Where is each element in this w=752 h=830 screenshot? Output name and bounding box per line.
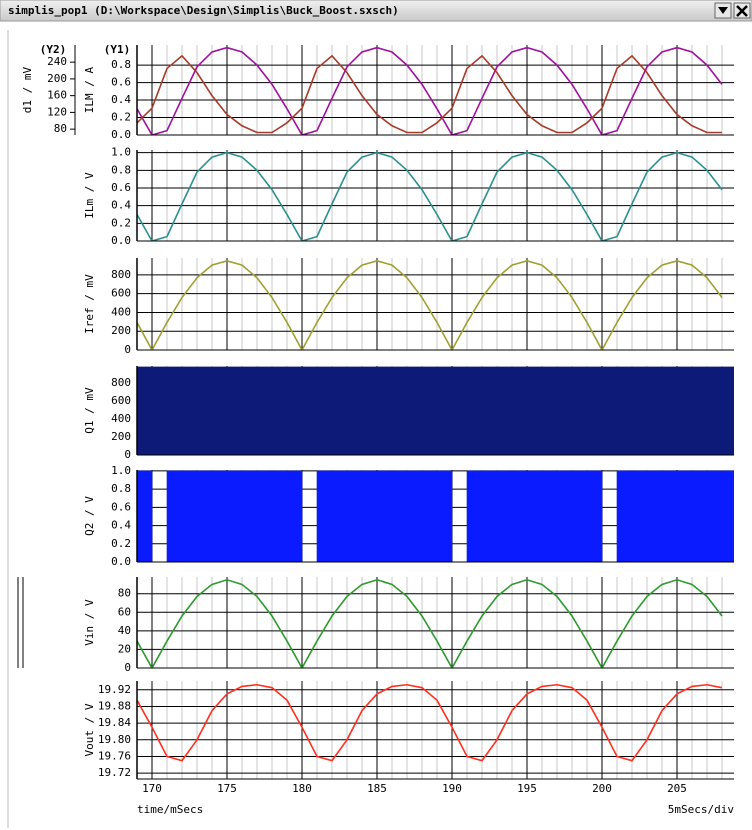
plot-area bbox=[137, 577, 734, 668]
trace-area bbox=[137, 470, 734, 562]
y-tick-label: 19.88 bbox=[98, 699, 131, 712]
traces bbox=[137, 470, 734, 562]
x-scale-note: 5mSecs/div bbox=[668, 803, 735, 816]
y-axis-label: Q1 / mV bbox=[83, 387, 96, 434]
y2-tick-label: 240 bbox=[47, 55, 67, 68]
y-tick-label: 80 bbox=[118, 587, 131, 600]
plot-area bbox=[137, 45, 734, 135]
y-tick-label: 800 bbox=[111, 376, 131, 389]
y-axis-label: ILm / V bbox=[83, 172, 96, 219]
traces bbox=[137, 578, 723, 668]
y-tick-label: 19.72 bbox=[98, 766, 131, 779]
y-tick-label: 0 bbox=[124, 661, 131, 674]
y-axis-label: Q2 / V bbox=[83, 496, 96, 536]
x-tick-label: 185 bbox=[367, 782, 387, 795]
x-tick-label: 190 bbox=[442, 782, 462, 795]
y-axis-label: Vin / V bbox=[83, 599, 96, 646]
y-tick-label: 20 bbox=[118, 642, 131, 655]
y2-axis-tag: (Y2) bbox=[40, 43, 67, 56]
y-tick-label: 0.8 bbox=[111, 163, 131, 176]
traces bbox=[137, 151, 723, 241]
y-tick-label: 800 bbox=[111, 268, 131, 281]
x-tick-label: 205 bbox=[667, 782, 687, 795]
y-axis-label: Vout / V bbox=[83, 703, 96, 756]
y-tick-label: 0.8 bbox=[111, 58, 131, 71]
traces bbox=[137, 259, 723, 350]
trace bbox=[137, 683, 723, 762]
y2-tick-label: 120 bbox=[47, 105, 67, 118]
traces bbox=[137, 46, 723, 135]
y-tick-label: 0.2 bbox=[111, 111, 131, 124]
y-axis-tag: (Y1) bbox=[104, 43, 131, 56]
plot-area bbox=[137, 681, 734, 779]
y-tick-label: 600 bbox=[111, 394, 131, 407]
y-tick-label: 0.2 bbox=[111, 537, 131, 550]
y2-axis-label: d1 / mV bbox=[21, 66, 34, 113]
x-tick-label: 180 bbox=[292, 782, 312, 795]
window-title: simplis_pop1 (D:\Workspace\Design\Simpli… bbox=[8, 4, 399, 17]
trace bbox=[137, 151, 723, 241]
y2-tick-label: 160 bbox=[47, 89, 67, 102]
y-tick-label: 200 bbox=[111, 324, 131, 337]
trace bbox=[137, 54, 722, 134]
y-tick-label: 1.0 bbox=[111, 464, 131, 477]
y-tick-label: 600 bbox=[111, 287, 131, 300]
x-tick-label: 200 bbox=[592, 782, 612, 795]
y-tick-label: 19.84 bbox=[98, 716, 131, 729]
y-tick-label: 40 bbox=[118, 624, 131, 637]
y-tick-label: 0.6 bbox=[111, 500, 131, 513]
y-tick-label: 0.0 bbox=[111, 234, 131, 247]
y-tick-label: 19.80 bbox=[98, 733, 131, 746]
trace bbox=[137, 578, 723, 668]
y-tick-label: 0.4 bbox=[111, 199, 131, 212]
y-tick-label: 0.6 bbox=[111, 181, 131, 194]
y-tick-label: 0.4 bbox=[111, 519, 131, 532]
y2-tick-label: 200 bbox=[47, 72, 67, 85]
x-axis-label: time/mSecs bbox=[137, 803, 203, 816]
y2-tick-label: 80 bbox=[54, 122, 67, 135]
y-tick-label: 0.2 bbox=[111, 216, 131, 229]
y-axis-label: ILM / A bbox=[83, 66, 96, 113]
y-tick-label: 0.8 bbox=[111, 482, 131, 495]
y-axis-label: Iref / mV bbox=[83, 274, 96, 334]
x-tick-label: 195 bbox=[517, 782, 537, 795]
traces bbox=[137, 366, 734, 455]
y-tick-label: 60 bbox=[118, 605, 131, 618]
trace-area bbox=[137, 366, 734, 455]
y-tick-label: 0.0 bbox=[111, 128, 131, 141]
y-tick-label: 400 bbox=[111, 412, 131, 425]
y-tick-label: 0.6 bbox=[111, 76, 131, 89]
y-tick-label: 19.76 bbox=[98, 749, 131, 762]
menu-icon bbox=[718, 7, 728, 14]
plot-area bbox=[137, 258, 734, 350]
y-tick-label: 0.4 bbox=[111, 93, 131, 106]
y-tick-label: 1.0 bbox=[111, 146, 131, 159]
y-tick-label: 0 bbox=[124, 448, 131, 461]
trace bbox=[137, 259, 723, 350]
y-tick-label: 19.92 bbox=[98, 683, 131, 696]
trace bbox=[137, 46, 723, 135]
y-tick-label: 200 bbox=[111, 430, 131, 443]
title-bar bbox=[0, 0, 752, 22]
x-tick-label: 170 bbox=[142, 782, 162, 795]
y-tick-label: 0 bbox=[124, 343, 131, 356]
close-icon bbox=[736, 5, 748, 17]
y-tick-label: 400 bbox=[111, 305, 131, 318]
y-tick-label: 0.0 bbox=[111, 555, 131, 568]
traces bbox=[137, 683, 723, 762]
plot-area bbox=[137, 150, 734, 241]
x-tick-label: 175 bbox=[217, 782, 237, 795]
